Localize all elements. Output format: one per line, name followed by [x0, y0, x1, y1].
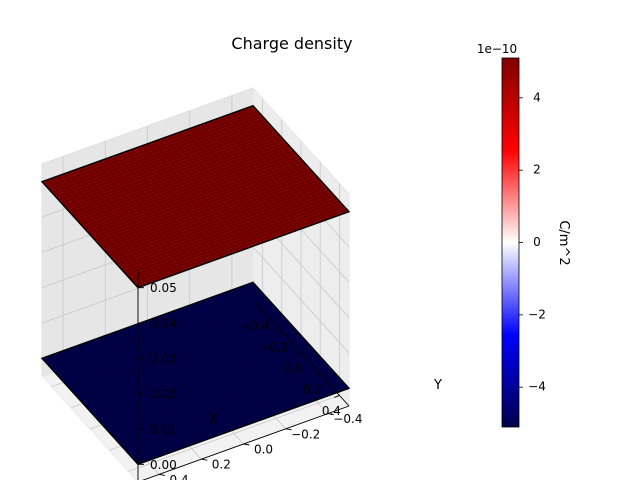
y-tick-label: 0.4 [170, 473, 189, 480]
x-tick-label: −0.2 [259, 340, 288, 354]
y-tick-label: −0.4 [333, 412, 362, 426]
x-tick-label: −0.4 [240, 319, 269, 333]
x-tick-label: 0.0 [283, 362, 302, 376]
z-tick-label: 0.02 [150, 387, 177, 401]
colorbar: −4 −2 0 2 4 [502, 58, 546, 427]
x-tick-label: 0.2 [303, 383, 322, 397]
colorbar-tick-label: 4 [533, 90, 541, 104]
z-tick-label: 0.05 [150, 281, 177, 295]
z-tick-label: 0.00 [150, 458, 177, 472]
y-axis-label: Y [433, 378, 442, 393]
colorbar-tick-label: 0 [533, 235, 541, 249]
z-tick-label: 0.03 [150, 352, 177, 366]
y-tick-label: 0.2 [212, 458, 231, 472]
x-axis-label: X [209, 412, 218, 427]
z-tick-label: 0.01 [150, 423, 177, 437]
colorbar-tick-label: −4 [528, 380, 546, 394]
colorbar-tick-label: 2 [533, 163, 541, 177]
colorbar-tick-label: −2 [528, 307, 546, 321]
z-tick-label: 0.04 [150, 317, 177, 331]
y-tick-label: −0.2 [291, 427, 320, 441]
chart-title: Charge density [231, 34, 352, 53]
colorbar-gradient [502, 58, 519, 427]
y-tick-label: 0.0 [254, 443, 273, 457]
colorbar-multiplier: 1e−10 [477, 42, 517, 56]
colorbar-label: C/m^2 [556, 220, 571, 265]
